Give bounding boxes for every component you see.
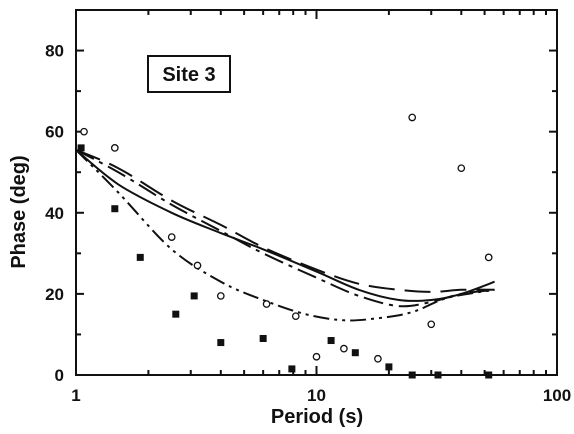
y-tick-label: 80 (45, 42, 64, 61)
open-circle-point (216, 292, 225, 300)
dash-dot-curve (75, 149, 495, 308)
open-circle-point (408, 113, 417, 122)
annotation-box (147, 55, 231, 93)
site-annotation: Site 3 (147, 55, 231, 93)
filled-square-point (111, 205, 119, 213)
x-tick-label: 10 (307, 386, 326, 405)
open-circle-point (374, 354, 382, 363)
filled-square-point (217, 339, 225, 347)
open-circle-point (110, 144, 119, 152)
filled-square-point (172, 310, 180, 318)
open-circle-point (427, 320, 436, 329)
filled-square-point (408, 371, 416, 379)
open-circle-point (193, 261, 202, 270)
open-circle-point (457, 164, 466, 173)
filled-square-point (259, 335, 267, 342)
open-circle-point (340, 344, 348, 353)
open-circle-point (484, 253, 493, 262)
filled-square-point (190, 292, 198, 300)
x-tick-label: 100 (543, 386, 571, 405)
filled-square-point (351, 349, 359, 357)
open-circle-point (167, 233, 176, 241)
y-axis-title: Phase (deg) (8, 155, 30, 268)
open-circle-point (291, 312, 300, 321)
model-curves (75, 148, 495, 322)
annotation-label: Site 3 (162, 64, 215, 86)
filled-square-point (77, 144, 85, 152)
y-tick-label: 20 (45, 285, 64, 304)
long-dash-curve (75, 148, 495, 293)
y-tick-label: 40 (45, 204, 64, 223)
solid-curve (75, 149, 495, 303)
dash-dot-dot-curve (75, 149, 495, 322)
filled-square-point (288, 365, 296, 373)
filled-square-point (136, 253, 144, 261)
x-axis-title: Period (s) (271, 406, 363, 428)
y-tick-label: 60 (45, 123, 64, 142)
plot-axes: 0 20 40 60 80 1 10 100 (45, 9, 571, 405)
open-circle-point (312, 352, 321, 361)
y-tick-label: 0 (55, 366, 64, 385)
open-circle-point (262, 300, 271, 308)
filled-square-point (385, 363, 393, 371)
open-circle-point (80, 127, 88, 136)
filled-square-point (434, 371, 442, 379)
filled-square-point (327, 337, 335, 345)
filled-square-point (485, 371, 493, 379)
data-markers (77, 113, 493, 379)
x-tick-label: 1 (71, 386, 80, 405)
